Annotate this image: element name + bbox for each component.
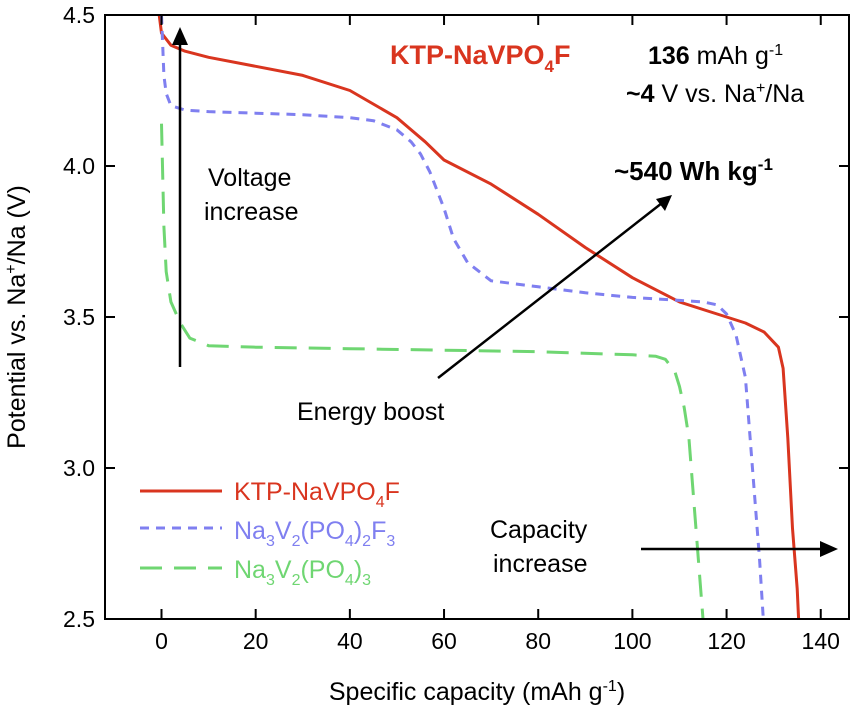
x-tick-label-2: 40 (337, 628, 363, 654)
series-line-0 (157, 15, 801, 619)
x-tick-label-7: 140 (802, 628, 840, 654)
legend: KTP-NaVPO4F Na3V2(PO4)2F3 Na3V2(PO4)3 (140, 478, 400, 589)
x-tick-label-0: 0 (155, 628, 168, 654)
energy-arrow (437, 202, 663, 379)
series-line-1 (160, 15, 765, 619)
legend-label-nvpf: Na3V2(PO4)2F3 (234, 517, 395, 550)
ticks-group: 0 20 40 60 80 100 120 140 2.5 3.0 3.5 4.0 4.5 (63, 2, 849, 654)
x-axis-title: Specific capacity (mAh g-1) (329, 678, 625, 706)
voltage-value: ~4 (626, 80, 655, 108)
y-axis-title: Potential vs. Na+/Na (V) (3, 185, 31, 449)
y-tick-label-1: 3.0 (63, 455, 95, 481)
x-tick-label-1: 20 (243, 628, 269, 654)
y-tick-label-0: 2.5 (63, 606, 95, 632)
voltage-increase-label-2: increase (204, 198, 299, 226)
x-tick-label-5: 100 (613, 628, 651, 654)
energy-arrow-head (656, 195, 672, 211)
y-tick-label-3: 4.0 (63, 153, 95, 179)
capacity-arrow-head (820, 541, 838, 557)
series-group (157, 15, 801, 619)
voltage-arrow-head (172, 27, 188, 45)
energy-annotation: ~540 Wh kg-1 (614, 155, 773, 186)
capacity-increase-label-1: Capacity (490, 516, 588, 544)
capacity-value: 136 (648, 42, 690, 70)
material-title: KTP-NaVPO4F (390, 40, 571, 76)
voltage-annotation: ~4 V vs. Na+/Na (626, 80, 804, 108)
x-tick-label-6: 120 (707, 628, 745, 654)
legend-label-nvp: Na3V2(PO4)3 (234, 556, 371, 589)
voltage-increase-label-1: Voltage (208, 164, 291, 192)
legend-label-ktp: KTP-NaVPO4F (234, 478, 400, 511)
series-line-2 (160, 123, 705, 619)
capacity-increase-label-2: increase (493, 550, 588, 578)
x-tick-label-4: 80 (525, 628, 551, 654)
energy-boost-label: Energy boost (297, 398, 444, 426)
y-tick-label-2: 3.5 (63, 304, 95, 330)
capacity-annotation: 136 mAh g-1 (648, 42, 783, 70)
x-tick-label-3: 60 (431, 628, 457, 654)
y-tick-label-4: 4.5 (63, 2, 95, 28)
